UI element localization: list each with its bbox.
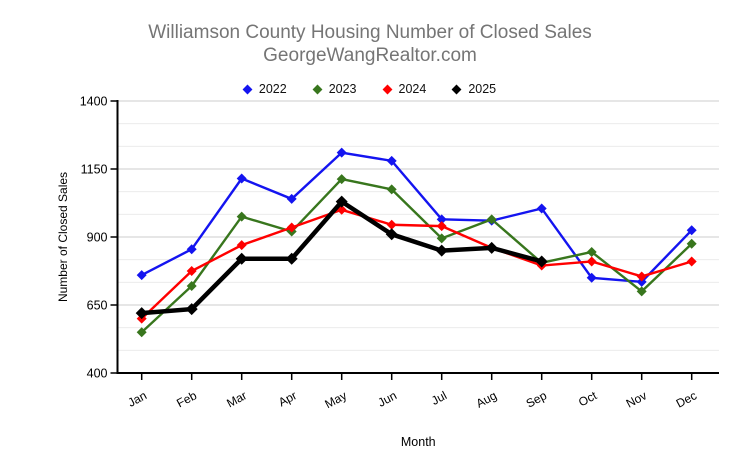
series-line-2025 — [141, 198, 543, 316]
y-tick-label: 650 — [87, 299, 108, 313]
x-tick-label: Feb — [174, 388, 199, 410]
series-line-2024 — [140, 208, 693, 320]
data-point-2024 — [586, 256, 597, 267]
data-point-2022 — [386, 155, 397, 166]
series-line-2022 — [141, 151, 693, 284]
data-point-2024 — [436, 221, 447, 232]
data-point-2022 — [536, 203, 547, 214]
data-point-2023 — [236, 211, 247, 222]
data-point-2025 — [135, 307, 148, 320]
x-tick-label: Jan — [125, 388, 149, 409]
legend-label-2024: 2024 — [398, 82, 427, 96]
data-point-2024 — [636, 271, 647, 282]
data-point-2023 — [436, 233, 447, 244]
data-point-2022 — [636, 276, 647, 287]
x-tick-label: Apr — [276, 388, 299, 409]
data-point-2023 — [186, 280, 197, 291]
data-point-2025 — [435, 244, 448, 257]
legend-item-2024[interactable]: 2024 — [382, 82, 427, 96]
data-point-2022 — [436, 214, 447, 225]
data-point-2023 — [636, 286, 647, 297]
series-2024 — [136, 204, 697, 324]
chart-subtitle: GeorgeWangRealtor.com — [263, 45, 477, 66]
data-point-2022 — [586, 272, 597, 283]
legend-label-2023: 2023 — [328, 82, 357, 96]
data-point-2024 — [386, 219, 397, 230]
legend-label-2025: 2025 — [468, 82, 497, 96]
data-point-2022 — [686, 225, 697, 236]
x-tick-label: Sep — [524, 388, 550, 411]
data-point-2022 — [286, 193, 297, 204]
data-point-2023 — [486, 214, 497, 225]
chart-title: Williamson County Housing Number of Clos… — [148, 22, 592, 43]
data-point-2023 — [336, 174, 347, 185]
series-2022 — [136, 147, 697, 287]
x-axis-title: Month — [401, 435, 436, 449]
data-point-2025 — [485, 241, 498, 254]
y-axis-title: Number of Closed Sales — [56, 172, 70, 302]
legend-label-2022: 2022 — [258, 82, 287, 96]
y-tick-label: 900 — [87, 231, 108, 245]
chart-title-block: Williamson County Housing Number of Clos… — [0, 21, 740, 67]
y-tick-label: 1150 — [81, 163, 108, 177]
data-point-2025 — [185, 303, 198, 316]
x-tick-label: Aug — [474, 388, 499, 410]
x-tick-label: Nov — [624, 388, 649, 410]
series-line-2023 — [140, 177, 693, 334]
series-2025 — [135, 195, 548, 320]
x-tick-label: Mar — [224, 388, 249, 410]
x-tick-label: Jul — [429, 388, 449, 408]
data-point-2022 — [136, 270, 147, 281]
x-tick-label: Oct — [576, 388, 600, 409]
data-point-2022 — [186, 244, 197, 255]
legend-item-2025[interactable]: 2025 — [451, 82, 497, 96]
data-point-2025 — [285, 252, 298, 265]
legend-item-2022[interactable]: 2022 — [242, 82, 287, 96]
data-point-2025 — [235, 252, 248, 265]
x-tick-label: May — [323, 388, 350, 411]
x-tick-label: Dec — [674, 388, 699, 410]
data-point-2023 — [686, 238, 697, 249]
data-point-2024 — [686, 256, 697, 267]
data-point-2025 — [535, 255, 548, 268]
chart-legend: 2022 2023 2024 2025 — [0, 82, 740, 96]
data-point-2023 — [136, 327, 147, 338]
data-point-2025 — [335, 195, 348, 208]
data-point-2022 — [336, 147, 347, 158]
y-tick-label: 1400 — [80, 95, 108, 109]
y-tick-label: 400 — [87, 367, 108, 381]
data-point-2023 — [386, 184, 397, 195]
data-point-2023 — [586, 246, 597, 257]
data-point-2022 — [236, 173, 247, 184]
data-point-2024 — [236, 240, 247, 251]
legend-item-2023[interactable]: 2023 — [312, 82, 357, 96]
x-tick-label: Jun — [375, 388, 399, 409]
data-point-2024 — [186, 266, 197, 276]
data-point-2024 — [286, 222, 297, 233]
data-point-2025 — [385, 228, 398, 241]
